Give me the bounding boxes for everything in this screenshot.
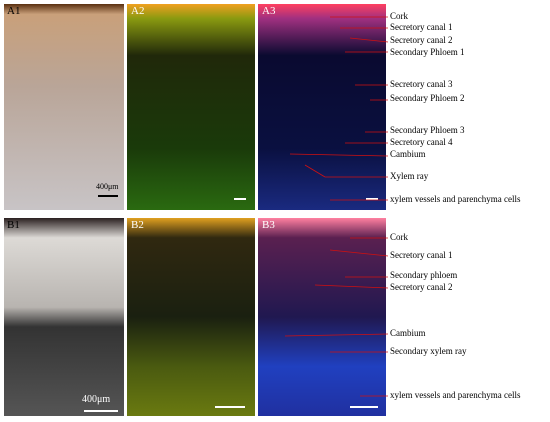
micrograph <box>258 4 386 210</box>
leader-line <box>304 164 326 178</box>
micrograph <box>127 4 255 210</box>
annotation: Secretory canal 4 <box>390 137 453 147</box>
annotation: Secondary phloem <box>390 270 457 280</box>
micrograph <box>4 218 124 416</box>
panel-label: B1 <box>7 219 20 231</box>
a3-annotations: Cork Secretory canal 1 Secretory canal 2… <box>289 11 521 204</box>
leader-line <box>284 333 389 337</box>
annotation: Secondary xylem ray <box>390 346 467 356</box>
leader-line <box>329 249 389 257</box>
panel-label: A1 <box>7 5 20 17</box>
annotation: Secretory canal 1 <box>390 250 452 260</box>
leader-line <box>289 153 389 157</box>
annotation: xylem vessels and parenchyma cells <box>390 390 521 400</box>
annotation: Cambium <box>390 149 426 159</box>
annotation: Cambium <box>390 328 426 338</box>
b3-annotations: Cork Secretory canal 1 Secondary phloem … <box>284 232 521 400</box>
annotation: Secondary Phloem 2 <box>390 93 465 103</box>
annotation: Cork <box>390 232 409 242</box>
micrograph <box>4 4 124 210</box>
micrograph <box>258 218 386 416</box>
annotation: Secretory canal 2 <box>390 282 452 292</box>
panel-label: A3 <box>262 5 276 17</box>
scale-label: 400μm <box>82 394 110 405</box>
annotation: Secretory canal 3 <box>390 79 453 89</box>
annotation: Xylem ray <box>390 171 429 181</box>
leader-line <box>314 284 389 289</box>
panel-label: A2 <box>131 5 144 17</box>
annotation: Secondary Phloem 3 <box>390 125 465 135</box>
panel-label: B2 <box>131 219 144 231</box>
annotation: Secretory canal 1 <box>390 22 452 32</box>
annotation: Cork <box>390 11 409 21</box>
micrograph <box>127 218 255 416</box>
leader-line <box>349 37 389 43</box>
annotation: xylem vessels and parenchyma cells <box>390 194 521 204</box>
panel-label: B3 <box>262 219 275 231</box>
annotation: Secondary Phloem 1 <box>390 47 465 57</box>
annotation: Secretory canal 2 <box>390 35 452 45</box>
scale-label: 400μm <box>96 182 119 191</box>
